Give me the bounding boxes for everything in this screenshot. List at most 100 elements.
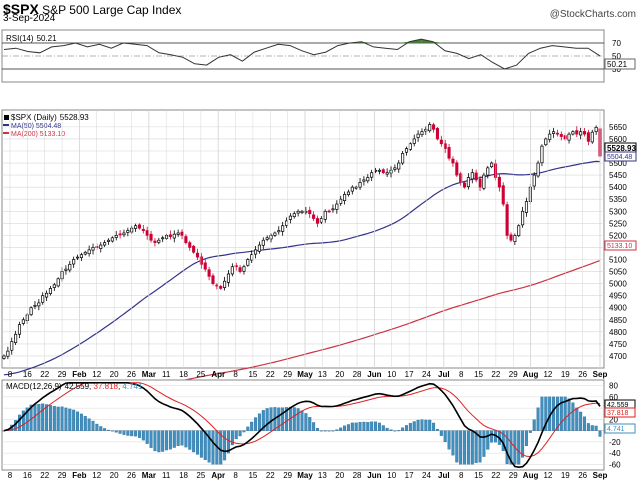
candle-body — [544, 138, 548, 146]
macd-hist-bar — [447, 430, 451, 450]
price-panel: 4700475048004850490049505000505051005150… — [1, 109, 637, 417]
macd-hist-bar — [149, 430, 153, 448]
candle-body — [296, 210, 300, 214]
legend-price-value: 5528.93 — [60, 113, 89, 122]
macd-tick: 80 — [609, 382, 618, 391]
candle-body — [254, 249, 258, 255]
candle-body — [41, 295, 45, 303]
candle-body — [532, 174, 536, 187]
macd-hist-bar — [486, 430, 490, 450]
candle-body — [114, 235, 118, 238]
price-tick-4850: 4850 — [609, 316, 627, 325]
candle-body — [157, 239, 161, 243]
macd-hist-bar — [474, 430, 478, 463]
x-tick-label: Sep — [593, 370, 608, 379]
candle-body — [389, 169, 393, 174]
macd-hist-bar — [455, 430, 459, 463]
candle-body — [435, 128, 439, 140]
candle-body — [540, 145, 544, 164]
x-tick-label: 25 — [196, 370, 205, 379]
macd-hist-bar — [370, 421, 374, 431]
macd-hist-bar — [72, 409, 76, 431]
candle-body — [470, 172, 474, 180]
legend-ma50: MA(50) 5504.48 — [11, 123, 61, 130]
index-name: S&P 500 Large Cap Index — [42, 3, 182, 17]
macd-hist-bar — [451, 430, 455, 456]
macd-hist-bar — [180, 430, 184, 446]
candle-body — [308, 210, 312, 215]
price-tick-4900: 4900 — [609, 304, 627, 313]
macd-hist-bar — [165, 430, 169, 451]
macd-hist-bar — [428, 419, 432, 431]
macd-hist-bar — [389, 429, 393, 431]
candle-body — [261, 239, 265, 246]
candle-body — [269, 235, 273, 240]
candle-body — [137, 224, 141, 229]
macd-hist-bar — [223, 430, 227, 461]
macd-hist-bar — [137, 430, 141, 438]
x-tick-label-bottom: 22 — [40, 471, 49, 480]
macd-hist-bar — [134, 430, 138, 437]
macd-hist-bar — [296, 408, 300, 431]
macd-hist-bar — [207, 430, 211, 463]
rsi-legend-label: RSI(14) — [6, 34, 34, 43]
x-tick-label: 8 — [233, 370, 238, 379]
candle-body — [579, 131, 583, 136]
stockcharts-credit[interactable]: @StockCharts.com — [549, 9, 636, 20]
candle-body — [463, 182, 467, 188]
x-tick-label-bottom: Sep — [593, 471, 608, 480]
rsi-overbought-fill — [433, 41, 446, 43]
candle-body — [358, 181, 362, 188]
x-tick-label-bottom: Mar — [142, 471, 156, 480]
candle-body — [184, 236, 188, 243]
x-tick-label: 24 — [422, 370, 431, 379]
x-tick-label-bottom: Feb — [72, 471, 86, 480]
macd-hist-bar — [122, 430, 126, 435]
macd-hist-bar — [432, 422, 436, 431]
candle-body — [33, 304, 37, 307]
x-tick-label: Jul — [438, 370, 450, 379]
candle-body — [559, 134, 563, 137]
macd-hist-bar — [343, 425, 347, 431]
candle-body — [6, 350, 10, 357]
candle-body — [521, 210, 525, 226]
candle-body — [118, 233, 122, 236]
symbol-text: $SPX — [3, 1, 39, 17]
macd-hist-bar — [404, 425, 408, 431]
x-tick-label-bottom: 13 — [318, 471, 327, 480]
candle-body — [548, 133, 552, 140]
candle-body — [447, 147, 451, 159]
macd-hist-bar — [509, 430, 513, 465]
x-tick-label-bottom: 26 — [127, 471, 136, 480]
macd-hist-bar — [412, 421, 416, 431]
candle-body — [2, 355, 6, 359]
macd-hist-bar — [354, 422, 358, 431]
macd-hist-bar — [17, 414, 21, 431]
candle-body — [75, 256, 80, 259]
candle-body — [346, 191, 350, 196]
candle-body — [277, 230, 281, 233]
macd-hist-bar — [586, 423, 590, 431]
candle-body — [312, 214, 316, 219]
price-tick-4950: 4950 — [609, 292, 627, 301]
macd-tick: -20 — [609, 438, 621, 447]
macd-hist-bar — [544, 396, 548, 431]
candle-body — [416, 133, 420, 138]
macd-hist-bar — [281, 407, 285, 431]
rsi-last-box — [604, 58, 636, 70]
x-tick-label-bottom: Jun — [367, 471, 381, 480]
x-axis-ticks: 8 8 16 16 22 22 29 29 Feb Feb 12 12 20 20 26 26 Mar Mar 11… — [8, 110, 608, 480]
macd-hist-bar — [161, 430, 165, 452]
macd-tick: 60 — [609, 393, 618, 402]
candle-body — [106, 239, 111, 242]
candle-body — [555, 132, 559, 135]
x-tick-label-bottom: 24 — [422, 471, 431, 480]
x-tick-label-bottom: 19 — [561, 471, 570, 480]
candle-body — [45, 292, 49, 298]
candle-body — [246, 259, 250, 266]
macd-hist-bar — [598, 430, 602, 437]
macd-legend-signal: 37.818 — [94, 382, 119, 391]
macd-hist-bar — [176, 430, 180, 446]
macd-hist-bar — [188, 430, 192, 450]
